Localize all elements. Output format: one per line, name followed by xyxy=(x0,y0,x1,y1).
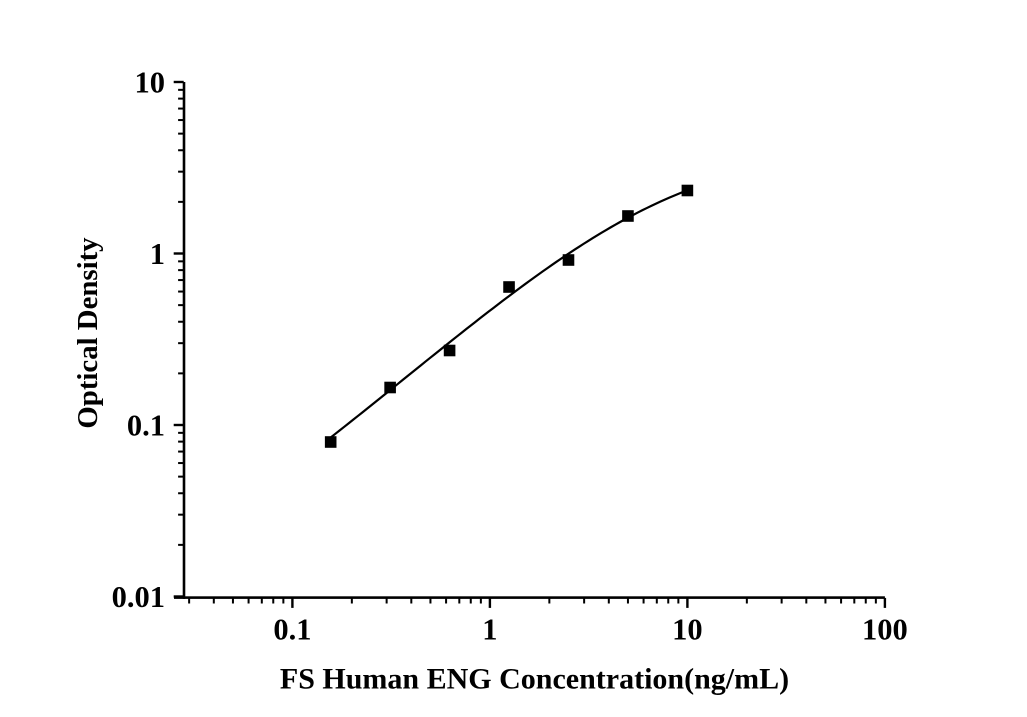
svg-text:0.1: 0.1 xyxy=(273,613,311,647)
svg-text:0.1: 0.1 xyxy=(127,409,165,443)
svg-text:1: 1 xyxy=(150,237,165,271)
svg-text:1: 1 xyxy=(482,613,497,647)
svg-text:FS Human ENG Concentration(ng/: FS Human ENG Concentration(ng/mL) xyxy=(280,662,789,695)
svg-text:10: 10 xyxy=(135,66,166,100)
svg-text:100: 100 xyxy=(862,613,908,647)
svg-text:0.01: 0.01 xyxy=(112,580,165,614)
svg-text:10: 10 xyxy=(672,613,703,647)
svg-text:Optical Density: Optical Density xyxy=(72,237,104,429)
